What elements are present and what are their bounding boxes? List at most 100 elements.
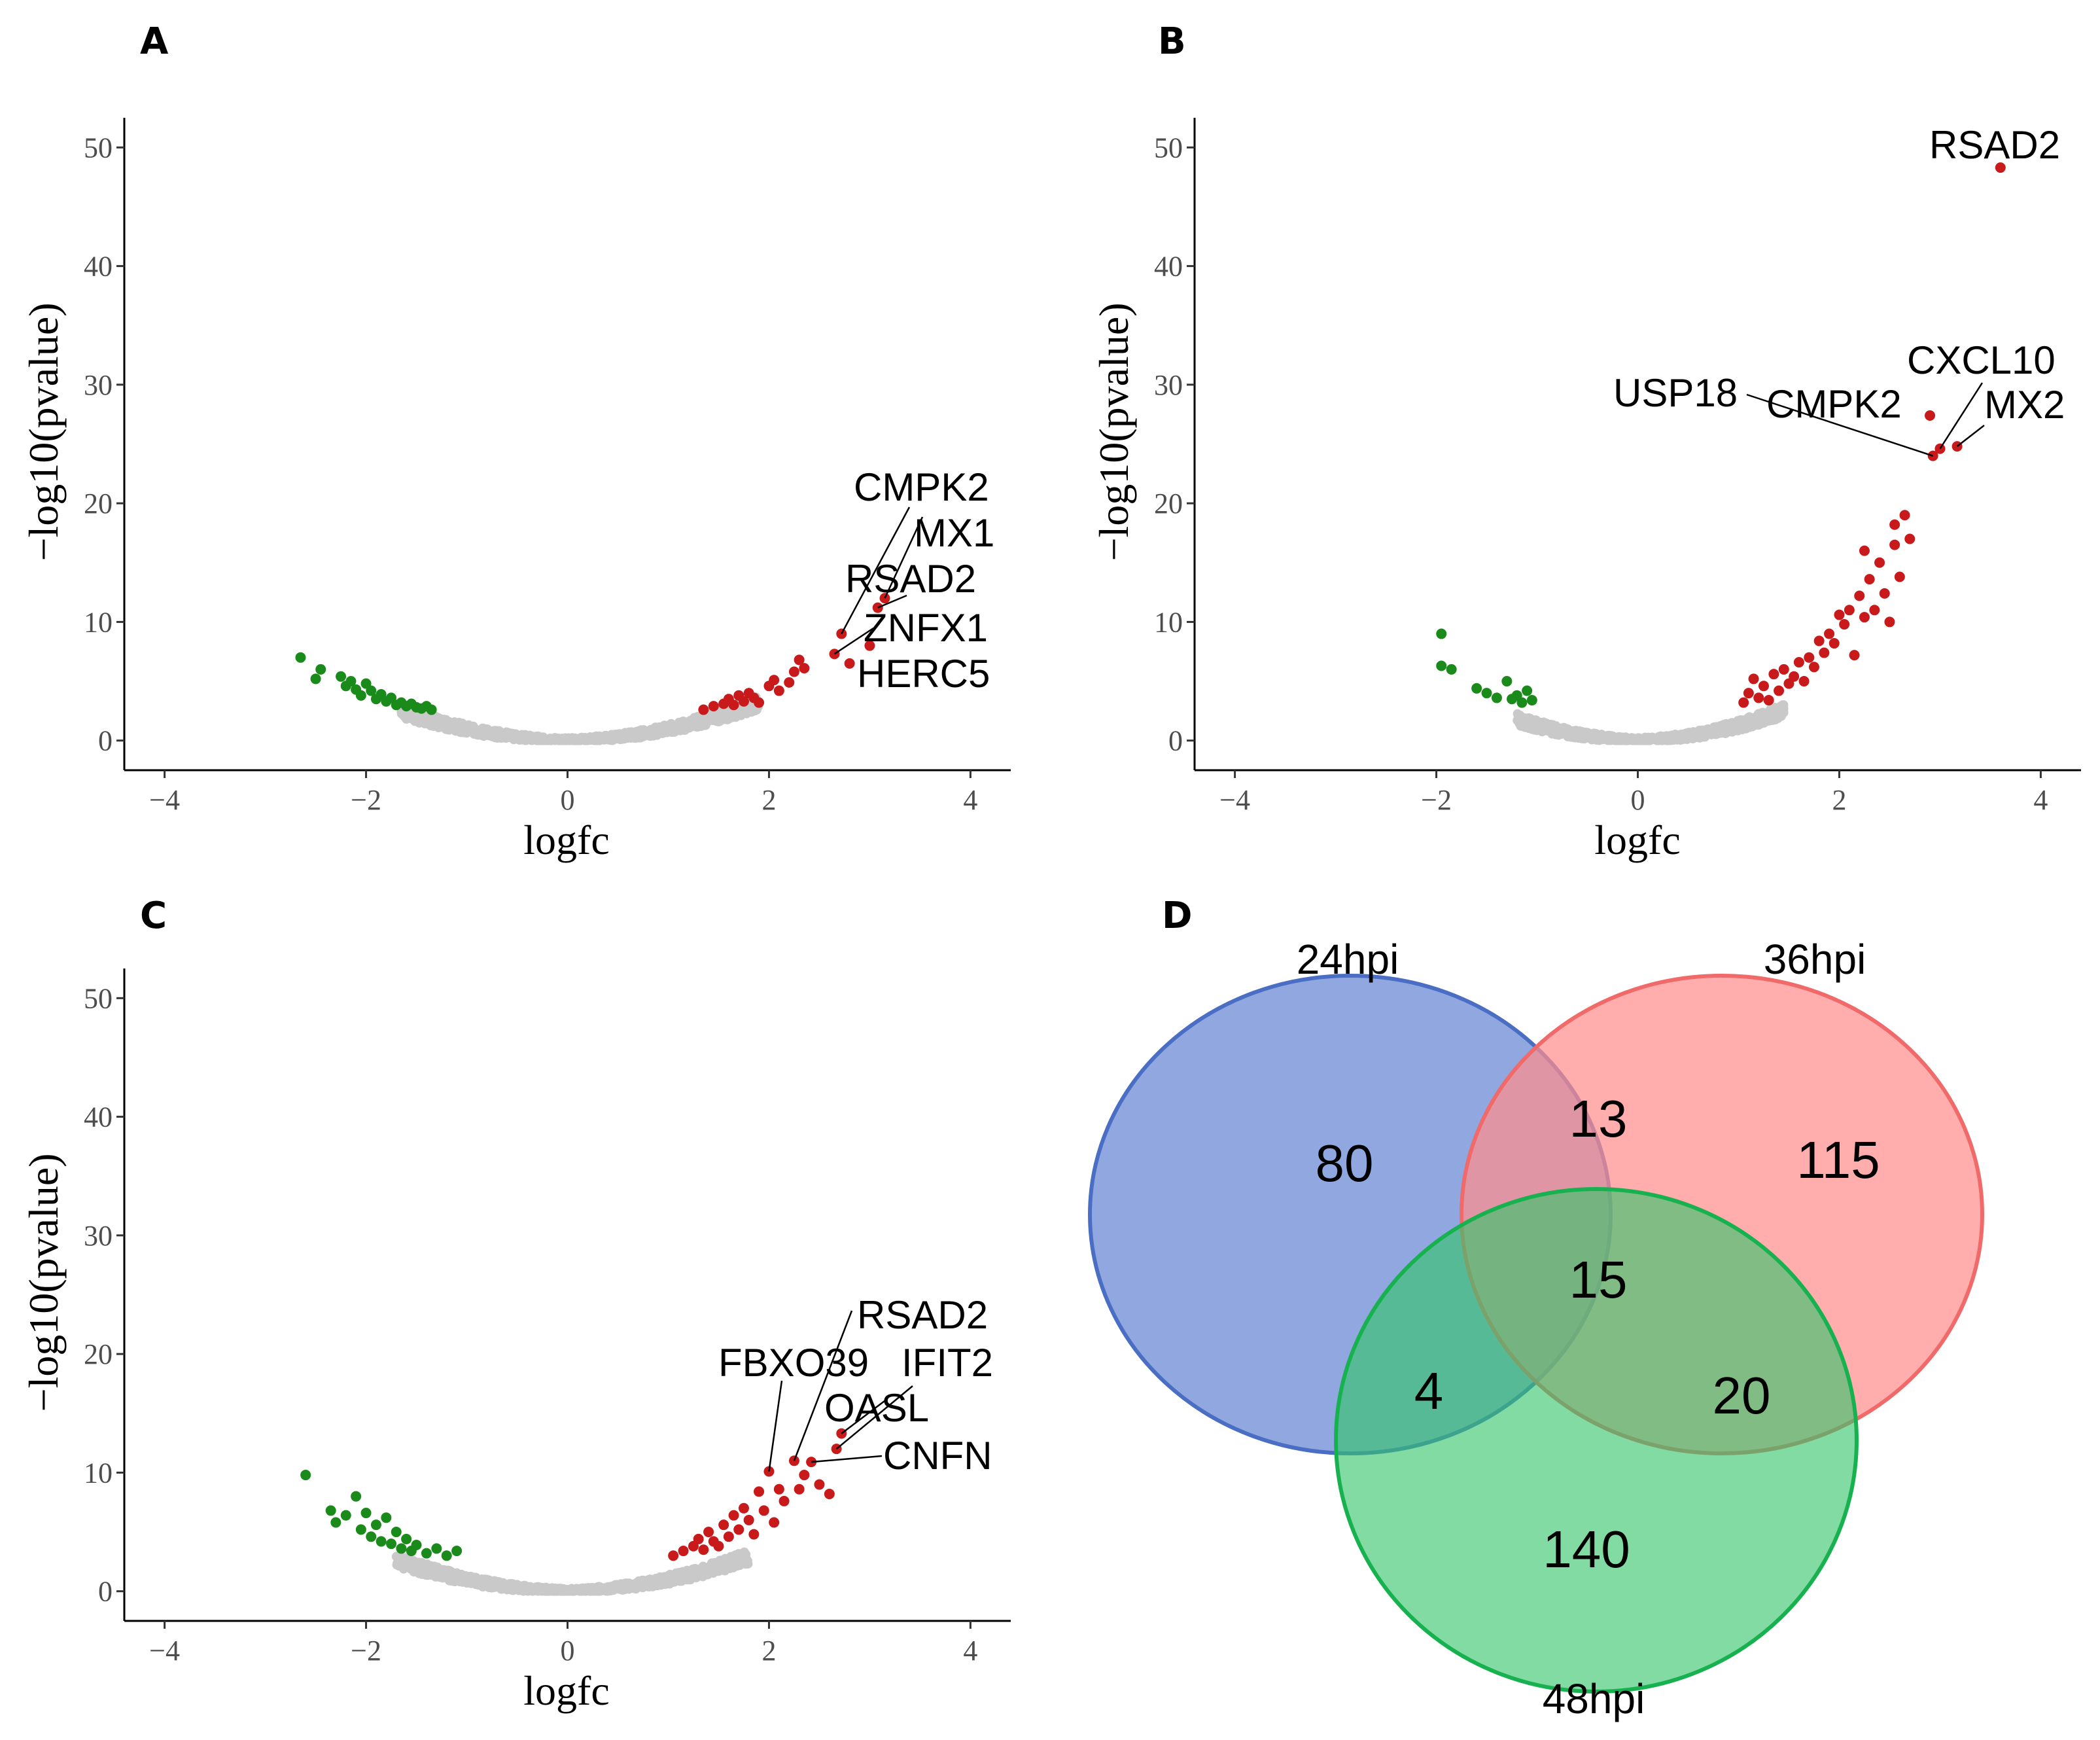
background-point (1567, 730, 1577, 739)
up-gene-point (738, 1502, 749, 1514)
background-point (434, 1572, 444, 1582)
down-gene-point (1436, 628, 1447, 639)
up-gene-point (1813, 635, 1825, 647)
down-gene-point (300, 1470, 311, 1481)
background-point (735, 707, 744, 717)
up-gene-point (668, 1550, 679, 1561)
background-point (695, 722, 705, 732)
background-point (661, 1580, 671, 1589)
y-tick-label: 30 (1154, 369, 1183, 401)
up-gene-point (728, 1510, 739, 1521)
up-gene-point (1774, 685, 1785, 696)
panel-a-background-points (396, 692, 763, 745)
x-tick-label: −2 (1421, 784, 1452, 816)
background-point (743, 1559, 753, 1569)
down-gene-point (370, 1519, 381, 1531)
up-gene-point (799, 663, 810, 674)
background-point (487, 727, 497, 737)
venn-count-24hpi-only: 80 (1316, 1134, 1374, 1192)
background-point (1735, 722, 1745, 732)
background-point (739, 1550, 748, 1559)
background-point (1744, 712, 1754, 722)
panel-b-down-points (1436, 628, 1537, 708)
venn-count-all-three: 15 (1569, 1251, 1628, 1309)
venn-count-36hpi-only: 115 (1796, 1131, 1880, 1189)
venn-panel-d: D 24hpi 36hpi 48hpi 80 115 140 13 4 20 1… (1088, 895, 1984, 1722)
x-tick-label: 4 (963, 1635, 977, 1667)
down-gene-point (310, 673, 321, 684)
leader-line (884, 516, 924, 599)
panel-a-down-points (295, 652, 437, 715)
leader-line (835, 1385, 913, 1450)
panel-b-background-points (1513, 700, 1789, 745)
down-gene-point (325, 1505, 336, 1516)
down-gene-point (421, 1548, 432, 1559)
background-point (1685, 730, 1695, 740)
panel-c-leader-lines (768, 1310, 913, 1472)
leader-line (1956, 425, 1985, 448)
background-point (1664, 732, 1674, 741)
up-gene-point (1889, 519, 1900, 530)
y-tick-label: 10 (1154, 606, 1183, 638)
up-gene-point (773, 1483, 784, 1495)
background-point (659, 1572, 669, 1582)
gene-label-rsad2: RSAD2 (857, 1293, 988, 1337)
y-tick-label: 0 (98, 725, 113, 757)
background-point (701, 713, 711, 722)
panel-a-letter: A (140, 20, 169, 63)
x-tick-label: −4 (1219, 784, 1250, 816)
down-gene-point (355, 1524, 366, 1535)
up-gene-point (703, 1527, 714, 1538)
up-gene-point (738, 696, 749, 707)
y-tick-label: 30 (84, 369, 113, 401)
panel-d-letter: D (1162, 895, 1192, 937)
down-gene-point (386, 1538, 397, 1550)
up-gene-point (1864, 574, 1875, 585)
gene-label-rsad2: RSAD2 (1929, 123, 2060, 167)
down-gene-point (295, 652, 306, 663)
background-point (635, 733, 644, 743)
gene-label-ifit2: IFIT2 (901, 1341, 993, 1385)
background-point (669, 725, 678, 735)
panel-a-x-label: logfc (523, 817, 610, 863)
background-point (590, 1586, 600, 1596)
background-point (713, 1564, 723, 1574)
leader-line (833, 627, 874, 655)
background-point (1715, 728, 1724, 738)
gene-label-oasl: OASL (824, 1386, 929, 1430)
background-point (572, 1586, 582, 1595)
background-point (1753, 710, 1762, 720)
background-point (637, 725, 646, 735)
down-gene-point (426, 704, 437, 715)
background-point (1760, 715, 1770, 724)
down-gene-point (351, 1491, 362, 1502)
up-gene-point (1753, 692, 1764, 703)
background-point (511, 1582, 521, 1592)
leader-line (811, 1455, 883, 1463)
background-point (449, 1576, 459, 1586)
up-gene-point (1824, 628, 1835, 639)
up-gene-point (1819, 647, 1830, 658)
background-point (592, 734, 602, 744)
up-gene-point (748, 1529, 760, 1540)
leader-line (1939, 382, 1984, 450)
background-point (602, 732, 612, 741)
x-tick-label: 2 (1832, 784, 1846, 816)
volcano-panel-c: C −4 −2 0 2 4 0 10 20 30 40 50 logfc −log10(pvalu… (20, 895, 1011, 1714)
background-point (674, 1567, 684, 1577)
panel-c-x-ticks: −4 −2 0 2 4 (149, 1621, 977, 1667)
up-gene-point (1869, 605, 1880, 616)
up-gene-point (1778, 664, 1789, 675)
background-point (559, 1586, 569, 1596)
gene-label-fbxo39: FBXO39 (718, 1341, 869, 1385)
up-gene-point (1925, 410, 1936, 421)
background-point (654, 727, 663, 737)
panel-b-y-ticks: 0 10 20 30 40 50 (1154, 132, 1195, 757)
up-gene-point (698, 1544, 709, 1555)
background-point (1767, 711, 1777, 720)
background-point (689, 1566, 699, 1576)
background-point (544, 1586, 553, 1595)
background-point (1774, 703, 1784, 713)
panel-b-y-label: −log10(pvalue) (1091, 302, 1137, 561)
background-point (439, 715, 449, 724)
